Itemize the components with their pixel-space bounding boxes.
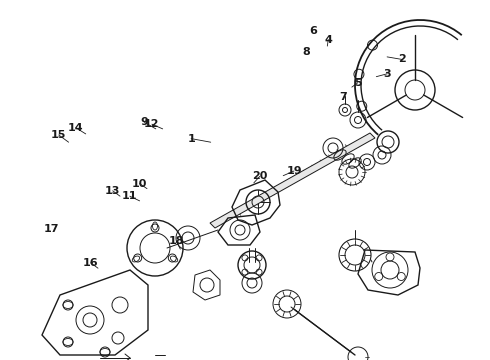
Text: 11: 11 [122, 191, 138, 201]
Text: 20: 20 [252, 171, 268, 181]
Text: 10: 10 [132, 179, 147, 189]
Text: 3: 3 [383, 69, 391, 79]
Text: 2: 2 [398, 54, 406, 64]
Text: 12: 12 [144, 119, 160, 129]
Text: 18: 18 [169, 236, 184, 246]
Text: 19: 19 [286, 166, 302, 176]
Text: 1: 1 [187, 134, 195, 144]
Text: 6: 6 [310, 26, 318, 36]
Text: 7: 7 [339, 92, 347, 102]
Text: 14: 14 [68, 123, 84, 133]
Text: 5: 5 [354, 78, 362, 88]
Polygon shape [210, 133, 375, 228]
Text: 16: 16 [83, 258, 98, 268]
Text: 13: 13 [105, 186, 121, 196]
Text: 15: 15 [51, 130, 67, 140]
Text: 8: 8 [302, 47, 310, 57]
Text: 4: 4 [324, 35, 332, 45]
Text: 17: 17 [44, 224, 59, 234]
Text: 9: 9 [141, 117, 148, 127]
